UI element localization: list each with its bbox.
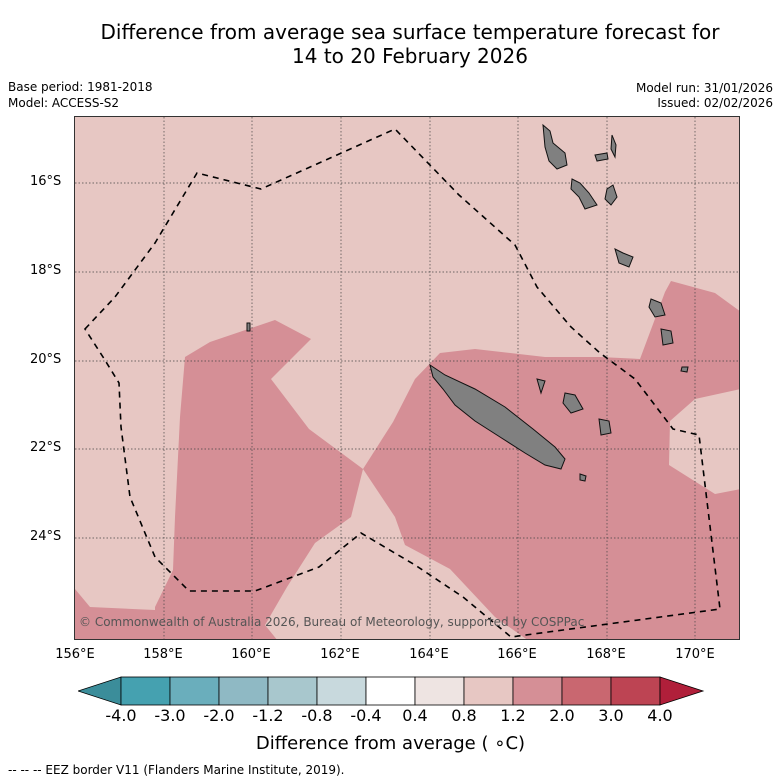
lon-label-164e: 164°E — [409, 647, 449, 662]
eez-border — [83, 128, 721, 638]
colorbar-tick: 2.0 — [549, 706, 575, 725]
colorbar-segment — [218, 676, 269, 706]
lon-label-168e: 168°E — [586, 647, 626, 662]
land-vanuatu-4 — [594, 152, 609, 162]
colorbar-tick: -3.0 — [154, 706, 186, 725]
colorbar-segments — [78, 676, 705, 706]
colorbar-segment — [169, 676, 220, 706]
eez-legend: -- -- -- EEZ border V11 (Flanders Marine… — [8, 763, 345, 777]
land-loyalty-2 — [598, 418, 612, 436]
colorbar-tick: 3.0 — [598, 706, 624, 725]
colorbar-extend-low — [78, 676, 122, 706]
map-title-line-2: 14 to 20 February 2026 — [292, 44, 528, 68]
land-vanuatu-6 — [614, 248, 634, 268]
colorbar-tick: 0.4 — [402, 706, 428, 725]
lon-label-158e: 158°E — [143, 647, 183, 662]
lat-label-20s: 20°S — [30, 352, 62, 367]
land-vanuatu-5 — [610, 134, 617, 159]
colorbar-title: Difference from average ( ∘C) — [255, 733, 526, 754]
colorbar-tick: -4.0 — [105, 706, 137, 725]
land-vanuatu-1 — [542, 123, 568, 170]
lat-label-22s: 22°S — [30, 440, 62, 455]
colorbar-segment — [610, 676, 661, 706]
colorbar-segment — [120, 676, 171, 706]
land-loyalty-3 — [536, 378, 546, 395]
lon-label-160e: 160°E — [231, 647, 271, 662]
land-loyalty-1 — [562, 392, 584, 414]
land-vanuatu-2 — [570, 178, 598, 210]
colorbar-tick: -0.4 — [350, 706, 382, 725]
map-canvas — [75, 117, 739, 639]
map-title-line-1: Difference from average sea surface temp… — [100, 20, 720, 44]
colorbar-segment — [267, 676, 318, 706]
map-credit: © Commonwealth of Australia 2026, Bureau… — [79, 615, 585, 629]
colorbar-extend-high — [659, 676, 705, 706]
colorbar-segment — [463, 676, 514, 706]
land-vanuatu-8 — [660, 328, 674, 346]
colorbar-tick: -0.8 — [301, 706, 333, 725]
land-islet-1 — [246, 322, 251, 332]
colorbar-tick: 1.2 — [500, 706, 526, 725]
colorbar-tick: -2.0 — [203, 706, 235, 725]
lon-label-162e: 162°E — [320, 647, 360, 662]
lon-label-166e: 166°E — [497, 647, 537, 662]
lat-label-18s: 18°S — [30, 263, 62, 278]
graticule — [75, 117, 739, 639]
base-period: Base period: 1981-2018 — [8, 80, 153, 94]
lon-label-156e: 156°E — [55, 647, 95, 662]
model-name: Model: ACCESS-S2 — [8, 96, 120, 110]
colorbar-segment — [414, 676, 465, 706]
model-run: Model run: 31/01/2026 — [635, 81, 773, 95]
land-vanuatu-7 — [648, 298, 666, 318]
issued-date: Issued: 02/02/2026 — [657, 96, 773, 110]
colorbar-segment — [512, 676, 563, 706]
colorbar-tick: 4.0 — [647, 706, 673, 725]
land-isle-of-pines — [579, 473, 587, 482]
land-vanuatu-3 — [604, 184, 618, 206]
colorbar-segment — [365, 676, 416, 706]
colorbar-tick: 0.8 — [451, 706, 477, 725]
land-new-caledonia — [429, 363, 566, 470]
anomaly-zone-west — [75, 320, 363, 639]
colorbar — [78, 676, 705, 706]
land-matthew-island — [680, 366, 689, 373]
colorbar-segment — [561, 676, 612, 706]
lat-label-24s: 24°S — [30, 529, 62, 544]
lat-label-16s: 16°S — [30, 174, 62, 189]
sst-anomaly-map — [74, 116, 740, 640]
lon-label-170e: 170°E — [675, 647, 715, 662]
land-areas — [246, 123, 689, 482]
colorbar-tick: -1.2 — [252, 706, 284, 725]
colorbar-segment — [316, 676, 367, 706]
